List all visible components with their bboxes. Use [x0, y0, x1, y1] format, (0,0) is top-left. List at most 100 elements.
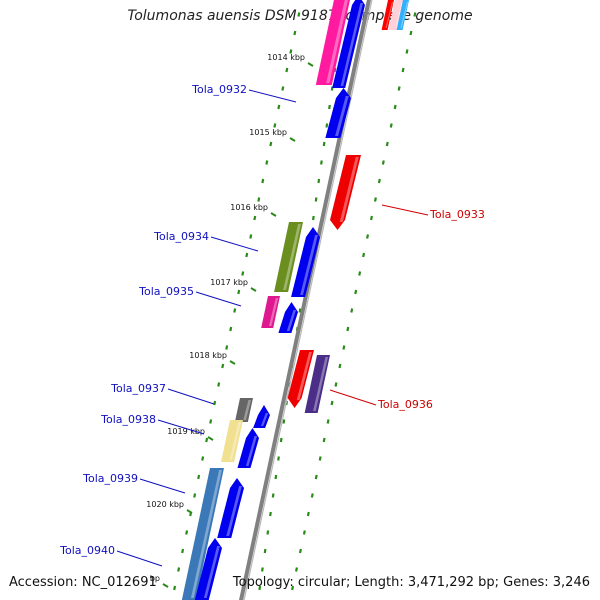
cds-arrow[interactable] [325, 88, 351, 138]
gene-label-leader [139, 478, 186, 494]
right-tick [338, 363, 342, 369]
cds-block-shine [283, 224, 301, 290]
inner-tick [225, 345, 229, 350]
inner-tick [205, 437, 209, 443]
gene-label-tola_0932[interactable]: Tola_0932 [191, 83, 247, 96]
right-tick [314, 474, 318, 480]
gene-label-leader [195, 291, 242, 307]
scale-tick-label: 1020 kbp [146, 500, 184, 509]
gene-label-tola_0936[interactable]: Tola_0936 [377, 398, 433, 411]
inner-tick [273, 123, 277, 128]
cds-block[interactable] [181, 468, 224, 600]
outer-tick [287, 382, 291, 387]
gene-label-leader [167, 388, 215, 405]
inner-tick [193, 493, 197, 498]
inner-tick [221, 363, 225, 369]
cds-block[interactable] [221, 420, 243, 462]
outer-tick [330, 86, 334, 91]
cds-block[interactable] [396, 0, 409, 30]
outer-tick [282, 419, 286, 424]
cds-block-shine [385, 2, 394, 28]
right-tick [358, 271, 362, 276]
right-tick [322, 437, 326, 443]
backbone-line [239, 0, 371, 600]
inner-tick [177, 567, 181, 572]
accession-text: Accession: NC_012691 [9, 575, 157, 590]
cds-block[interactable] [388, 0, 405, 30]
cds-block-shine [243, 400, 252, 420]
outer-tick [261, 567, 264, 572]
inner-tick [281, 86, 285, 91]
inner-tick [289, 49, 293, 54]
scale-tick-mark [162, 583, 169, 588]
right-tick [373, 197, 377, 202]
cds-arrow-shine [340, 3, 364, 86]
gene-label-tola_0933[interactable]: Tola_0933 [429, 208, 485, 221]
gene-label-tola_0940[interactable]: Tola_0940 [59, 544, 115, 557]
inner-tick [201, 456, 205, 461]
cds-block[interactable] [381, 0, 394, 30]
scale-tick-label: 1019 kbp [167, 427, 205, 436]
feature-layer [181, 0, 409, 600]
cds-arrow[interactable] [330, 155, 361, 230]
gene-label-tola_0938[interactable]: Tola_0938 [100, 413, 156, 426]
cds-arrow[interactable] [332, 0, 365, 88]
cds-block[interactable] [261, 296, 280, 328]
cds-arrow[interactable] [237, 428, 259, 468]
cds-arrow[interactable] [278, 302, 298, 333]
right-tick [342, 345, 346, 350]
gene-label-tola_0935[interactable]: Tola_0935 [138, 285, 194, 298]
inner-tick [293, 30, 297, 36]
scale-tick-label: 1016 kbp [230, 203, 268, 212]
right-tick [354, 289, 358, 295]
gene-label-layer: Tola_0932 Tola_0933 Tola_0934 Tola_0935 Tola… [59, 83, 485, 567]
outer-tick [277, 456, 280, 461]
cds-arrow[interactable] [217, 478, 244, 538]
cds-block-shine [190, 470, 222, 598]
gene-label-tola_0939[interactable]: Tola_0939 [82, 472, 138, 485]
right-tick [397, 86, 401, 91]
cds-block[interactable] [304, 355, 330, 413]
cds-arrow[interactable] [253, 405, 270, 428]
inner-tick [209, 419, 213, 424]
outer-tick [266, 530, 270, 535]
right-tick [393, 104, 397, 110]
inner-tick [233, 308, 237, 313]
right-tick [369, 215, 373, 221]
cds-block[interactable] [234, 398, 253, 422]
inner-tick [257, 197, 261, 202]
cds-arrow[interactable] [194, 538, 222, 600]
right-tick [346, 326, 350, 332]
inner-tick [185, 530, 189, 535]
scale-tick-label: bp [150, 574, 160, 583]
inner-tick [241, 271, 245, 276]
gene-label-leader [381, 204, 429, 216]
inner-tick [173, 585, 177, 591]
outer-tick [312, 215, 315, 221]
outer-tick [314, 197, 318, 202]
cds-block[interactable] [315, 0, 351, 85]
gene-label-tola_0934[interactable]: Tola_0934 [153, 230, 209, 243]
gene-label-tola_0937[interactable]: Tola_0937 [110, 382, 166, 395]
inner-tick [249, 234, 253, 239]
scale-tick-mark [307, 62, 314, 67]
right-tick [330, 400, 334, 406]
cds-arrow[interactable] [287, 350, 314, 408]
cds-arrow[interactable] [291, 227, 320, 297]
gene-label-leader [248, 89, 297, 103]
cds-block-shine [326, 0, 348, 83]
inner-tick [269, 141, 273, 147]
scale-tick-label: 1014 kbp [267, 53, 305, 62]
outer-tick [320, 160, 323, 165]
outer-tick [258, 585, 262, 591]
outer-tick [263, 548, 267, 554]
outer-tick [322, 141, 326, 147]
inner-tick [277, 104, 281, 110]
cds-arrow-shine [286, 310, 297, 331]
scale-tick-mark [289, 137, 296, 142]
cds-block[interactable] [274, 222, 303, 292]
inner-tick [285, 67, 289, 73]
cds-arrow-shine [339, 157, 359, 222]
right-tick [350, 308, 354, 313]
cds-arrow-shine [260, 413, 269, 426]
